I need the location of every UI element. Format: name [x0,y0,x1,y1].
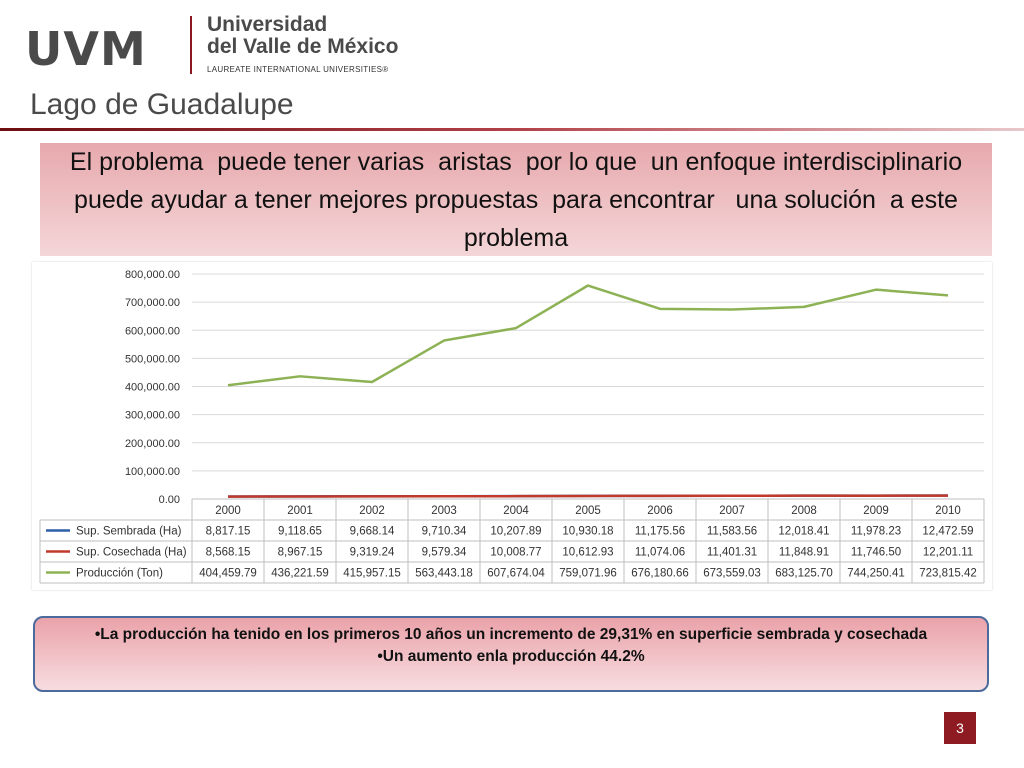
data-label: 9,579.34 [422,547,467,559]
legend-label: Sup. Sembrada (Ha) [76,526,182,538]
data-label: 10,207.89 [490,526,541,538]
x-tick-label: 2007 [719,505,745,517]
legend-label: Sup. Cosechada (Ha) [76,547,187,559]
data-label: 676,180.66 [631,568,689,580]
data-label: 415,957.15 [343,568,401,580]
data-label: 12,201.11 [923,547,973,559]
x-tick-label: 2000 [215,505,241,517]
data-label: 11,175.56 [635,526,685,538]
summary-note: •La producción ha tenido en los primeros… [33,616,989,692]
problem-banner: El problema puede tener varias aristas p… [40,143,992,256]
y-tick-label: 200,000.00 [125,438,180,450]
data-label: 8,568.15 [206,547,251,559]
x-tick-label: 2010 [935,505,961,517]
data-label: 607,674.04 [487,568,545,580]
note-line-1: •La producción ha tenido en los primeros… [94,626,928,643]
logo-separator [190,16,192,74]
data-label: 11,746.50 [851,547,901,559]
x-tick-label: 2003 [431,505,457,517]
data-label: 11,074.06 [635,547,685,559]
data-label: 744,250.41 [847,568,905,580]
y-tick-label: 600,000.00 [125,325,180,337]
x-tick-label: 2004 [503,505,529,517]
data-label: 10,930.18 [562,526,613,538]
x-tick-label: 2001 [287,505,313,517]
data-label: 8,817.15 [206,526,251,538]
header-divider [0,128,1024,131]
data-label: 723,815.42 [919,568,977,580]
series-line [227,494,949,498]
data-label: 404,459.79 [199,568,257,580]
x-tick-label: 2006 [647,505,673,517]
data-label: 11,583.56 [707,526,757,538]
chart-container: 0.00 100,000.00 200,000.00 300,000.00 400,00… [32,262,992,590]
data-label: 10,008.77 [490,547,541,559]
data-label: 11,978.23 [851,526,901,538]
campus-title: Lago de Guadalupe [30,88,294,121]
data-label: 9,319.24 [350,547,395,559]
series-line [227,284,949,387]
data-label: 10,612.93 [562,547,613,559]
data-label: 12,472.59 [922,526,973,538]
production-chart: 0.00 100,000.00 200,000.00 300,000.00 400,00… [39,269,985,584]
data-label: 9,118.65 [278,526,322,538]
logo-wordmark: UVM [25,22,147,76]
y-tick-label: 400,000.00 [125,382,180,394]
data-label: 563,443.18 [415,568,473,580]
data-label: 8,967.15 [278,547,323,559]
legend-label: Producción (Ton) [76,568,163,580]
data-label: 11,848.91 [779,547,829,559]
note-line-2: •Un aumento enla producción 44.2% [377,648,645,665]
y-tick-label: 0.00 [159,494,180,506]
x-tick-label: 2002 [359,505,385,517]
data-label: 436,221.59 [271,568,329,580]
y-tick-label: 300,000.00 [125,410,180,422]
y-tick-label: 500,000.00 [125,353,180,365]
university-name: Universidad del Valle de México [207,14,398,58]
data-label: 12,018.41 [778,526,829,538]
data-label: 673,559.03 [703,568,761,580]
data-label: 11,401.31 [707,547,757,559]
y-tick-label: 700,000.00 [125,297,180,309]
data-label: 683,125.70 [775,568,833,580]
y-tick-label: 100,000.00 [125,466,180,478]
y-tick-label: 800,000.00 [125,269,180,281]
data-label: 9,668.14 [350,526,395,538]
x-tick-label: 2009 [863,505,889,517]
x-tick-label: 2008 [791,505,817,517]
data-label: 9,710.34 [422,526,467,538]
university-name-line-2: del Valle de México [207,35,399,58]
page-number: 3 [944,712,976,744]
university-name-line-1: Universidad [207,13,328,36]
university-subtitle: LAUREATE INTERNATIONAL UNIVERSITIES® [207,65,389,74]
x-tick-label: 2005 [575,505,601,517]
banner-text: El problema puede tener varias aristas p… [69,147,970,252]
data-label: 759,071.96 [559,568,617,580]
